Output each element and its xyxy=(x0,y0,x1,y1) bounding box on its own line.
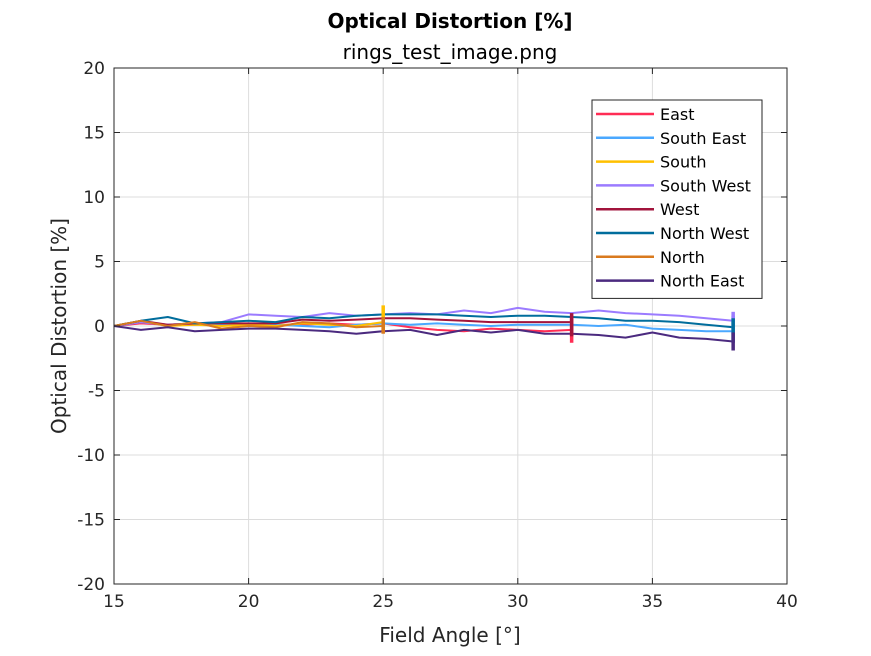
x-tick-label: 25 xyxy=(372,592,394,612)
chart-title: Optical Distortion [%] xyxy=(327,9,572,33)
legend-box xyxy=(591,99,763,299)
y-axis-label: Optical Distortion [%] xyxy=(47,218,71,434)
y-tick-label: -5 xyxy=(88,382,105,402)
legend-entry-label: South xyxy=(660,153,707,172)
y-tick-label: 5 xyxy=(94,253,105,273)
series-lines xyxy=(113,306,734,343)
series-line-6 xyxy=(113,319,384,330)
x-tick-label: 40 xyxy=(776,592,798,612)
y-tick-label: -20 xyxy=(77,575,105,595)
legend-entry-label: North West xyxy=(660,224,749,243)
legend-entry-label: North East xyxy=(660,272,744,291)
y-tick-label: 15 xyxy=(83,124,105,144)
x-tick-label: 15 xyxy=(103,592,125,612)
y-tick-label: -10 xyxy=(77,446,105,466)
y-tick-label: 10 xyxy=(83,188,105,208)
x-tick-label: 30 xyxy=(507,592,529,612)
legend-entry-label: East xyxy=(660,105,695,124)
ticks: 15 20 25 30 35 40 -20 -15 -10 -5 0 5 10 15 20 xyxy=(77,59,798,612)
series-line-1 xyxy=(113,321,734,333)
y-tick-label: 0 xyxy=(94,317,105,337)
chart-subtitle: rings_test_image.png xyxy=(343,40,558,64)
x-tick-label: 20 xyxy=(238,592,260,612)
x-axis-label: Field Angle [°] xyxy=(379,623,520,647)
legend: East South East South South West West North W… xyxy=(591,99,763,299)
series-line-7 xyxy=(113,325,734,343)
x-tick-label: 35 xyxy=(642,592,664,612)
error-bars xyxy=(381,305,735,351)
y-tick-label: 20 xyxy=(83,59,105,79)
legend-entry-label: North xyxy=(660,248,705,267)
legend-entry-label: West xyxy=(660,200,699,219)
legend-entry-label: South West xyxy=(660,176,751,195)
series-line-5 xyxy=(113,313,734,329)
legend-entry-label: South East xyxy=(660,129,746,148)
y-tick-label: -15 xyxy=(77,511,105,531)
